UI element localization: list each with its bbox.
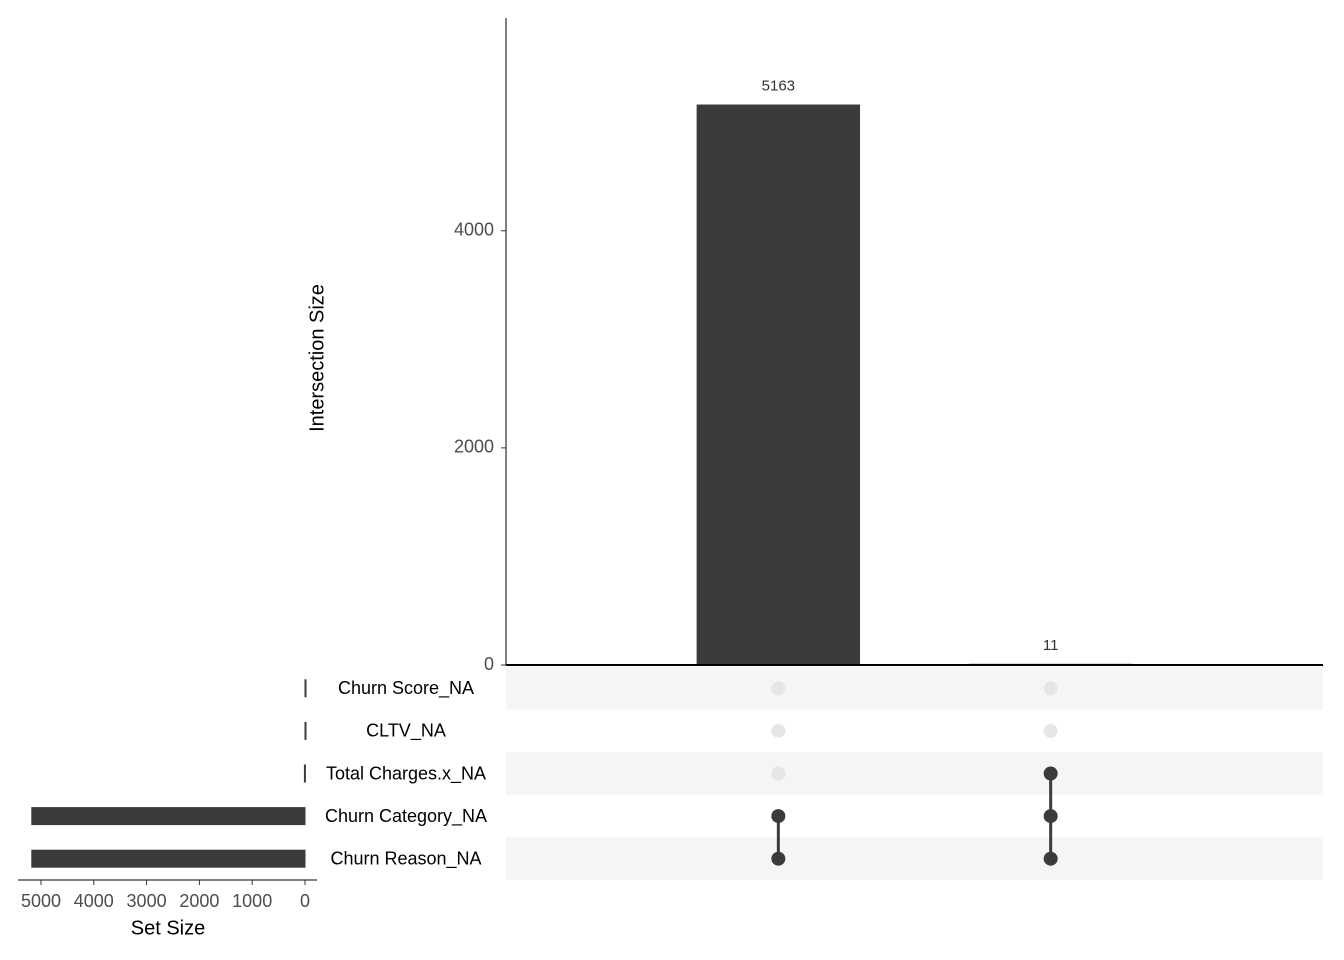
matrix-dot xyxy=(1043,723,1058,738)
y-tick-label: 2000 xyxy=(454,437,494,457)
matrix-dot xyxy=(771,809,786,824)
set-label: Churn Score_NA xyxy=(338,678,474,699)
y-axis-title: Intersection Size xyxy=(306,284,328,432)
x-axis-title: Set Size xyxy=(131,917,205,939)
bar xyxy=(696,104,861,666)
x-tick-label: 5000 xyxy=(21,891,61,911)
matrix-dot xyxy=(1043,681,1058,696)
matrix-dot xyxy=(771,681,786,696)
x-tick-label: 4000 xyxy=(74,891,114,911)
x-tick-label: 3000 xyxy=(127,891,167,911)
matrix-dot xyxy=(1043,766,1058,781)
matrix-dot xyxy=(771,723,786,738)
matrix-row-band xyxy=(506,667,1323,710)
set-label: CLTV_NA xyxy=(366,721,446,742)
set-size-bar xyxy=(303,764,306,783)
set-size-bar xyxy=(31,807,306,826)
bar-value-label: 11 xyxy=(1043,637,1059,654)
y-tick-label: 0 xyxy=(484,654,494,674)
x-tick-label: 0 xyxy=(300,891,310,911)
set-size-bar xyxy=(31,849,306,868)
matrix-dot xyxy=(1043,851,1058,866)
set-size-bar xyxy=(304,721,307,740)
set-label: Churn Reason_NA xyxy=(330,848,481,869)
bar-value-label: 5163 xyxy=(762,77,795,94)
x-tick-label: 2000 xyxy=(179,891,219,911)
matrix-dot xyxy=(1043,809,1058,824)
set-size-bar xyxy=(304,679,307,698)
matrix-row-band xyxy=(506,837,1323,880)
set-label: Total Charges.x_NA xyxy=(326,763,486,784)
x-tick-label: 1000 xyxy=(232,891,272,911)
set-label: Churn Category_NA xyxy=(325,806,487,827)
matrix-row-band xyxy=(506,752,1323,795)
matrix-dot xyxy=(771,766,786,781)
y-tick-label: 4000 xyxy=(454,220,494,240)
matrix-dot xyxy=(771,851,786,866)
